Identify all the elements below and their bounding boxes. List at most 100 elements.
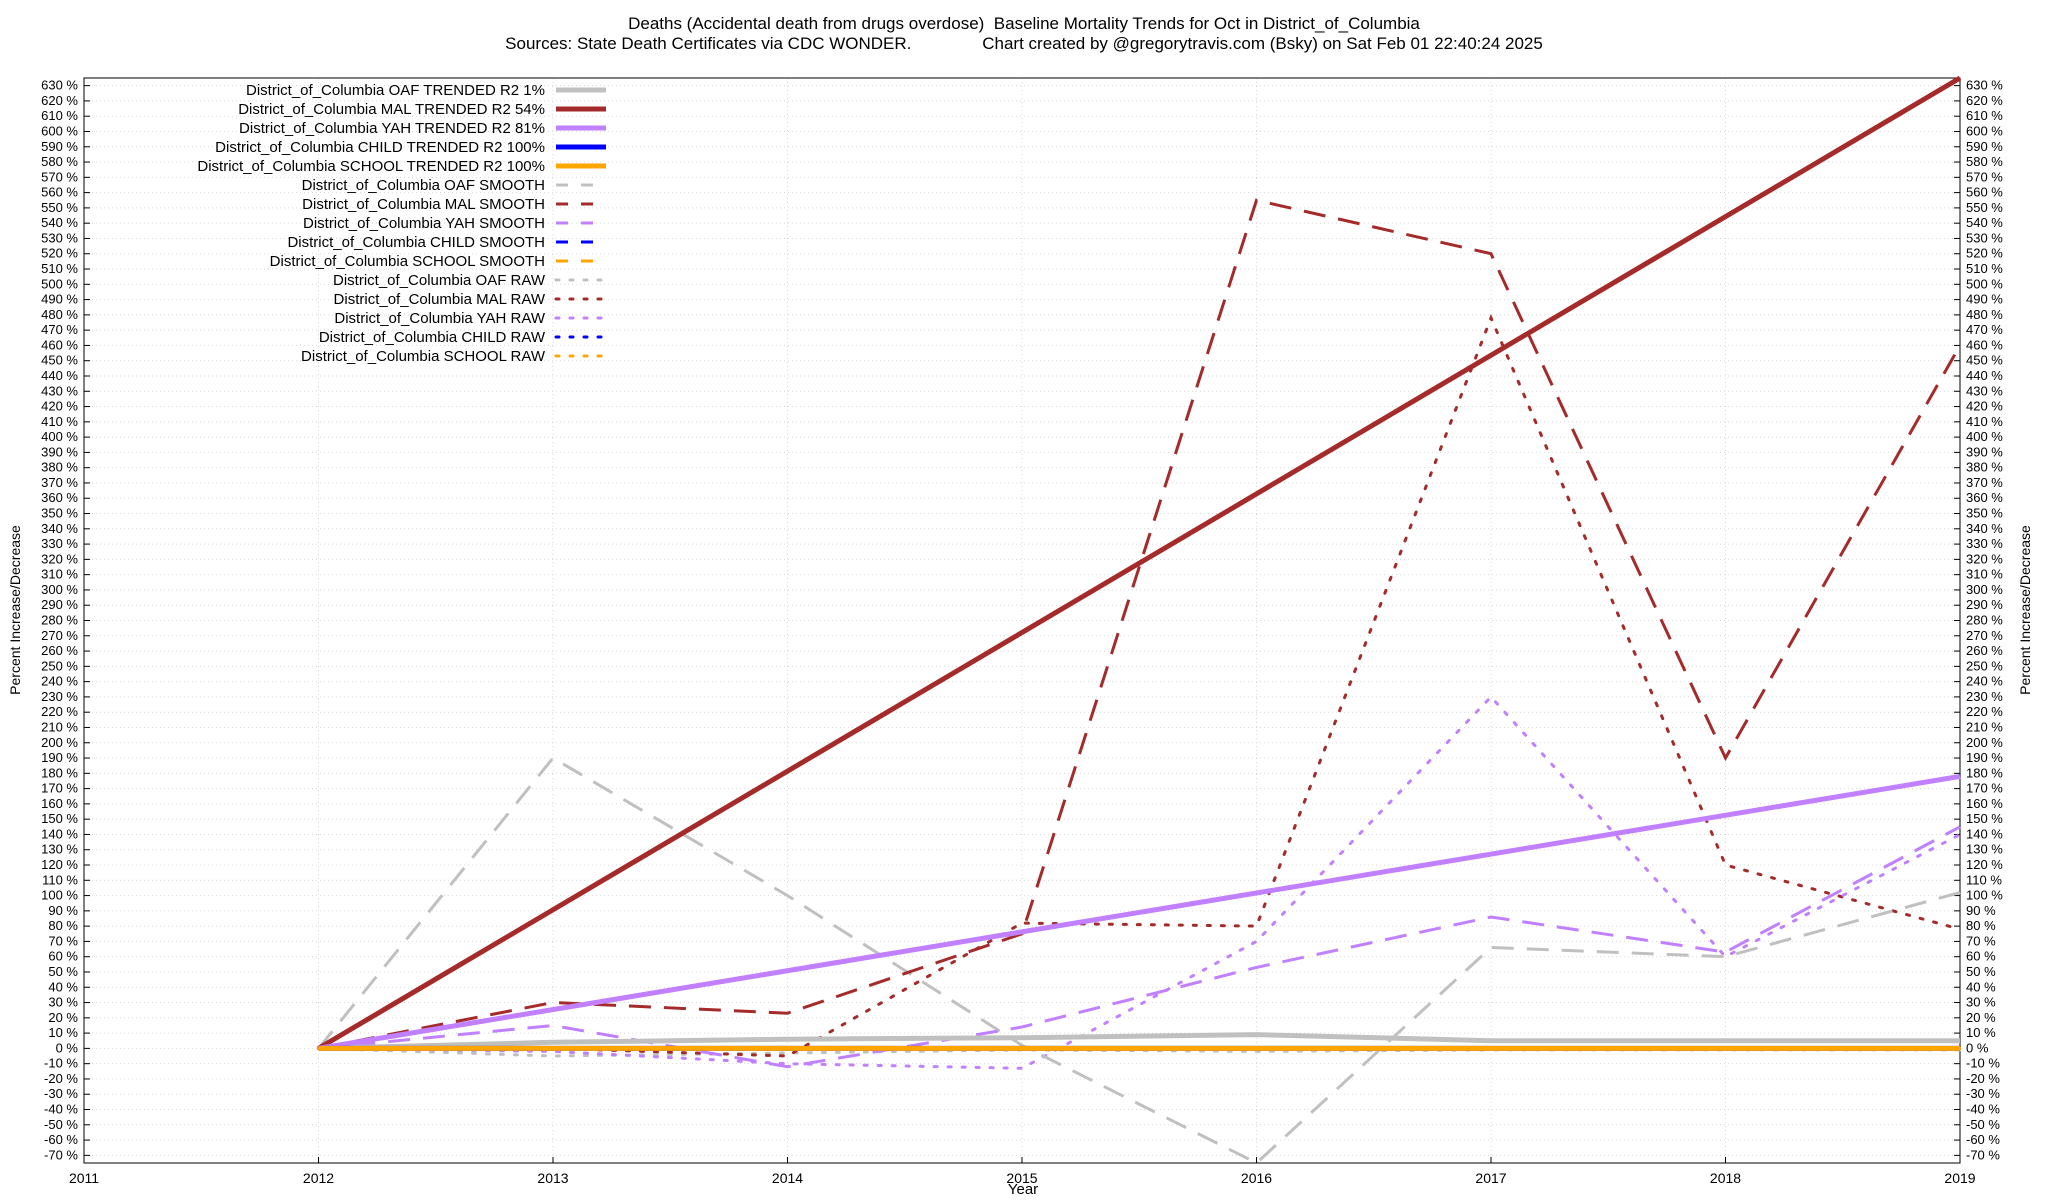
y2-tick-label: 480 %: [1966, 307, 2003, 322]
series-line-2: [318, 773, 1961, 1051]
y-tick-label: 400 %: [41, 429, 78, 444]
y-tick-label: 210 %: [41, 719, 78, 734]
y2-tick-label: 270 %: [1966, 628, 2003, 643]
series-line-7: [318, 825, 1961, 1069]
y-tick-label: 80 %: [48, 918, 78, 933]
y-tick-label: 550 %: [41, 200, 78, 215]
y2-tick-label: 130 %: [1966, 842, 2003, 857]
legend-label: District_of_Columbia MAL SMOOTH: [302, 196, 545, 213]
y2-tick-label: 280 %: [1966, 613, 2003, 628]
y-tick-label: 560 %: [41, 185, 78, 200]
y2-tick-label: 550 %: [1966, 200, 2003, 215]
y-tick-label: 180 %: [41, 765, 78, 780]
y-tick-label: 270 %: [41, 628, 78, 643]
x-tick-label: 2015: [1006, 1170, 1037, 1186]
chart-subtitle: Sources: State Death Certificates via CD…: [505, 34, 1543, 53]
axes: -70 % -70 %-60 % -60 %-50 % -50 %-40 % -40 %…: [41, 77, 2003, 1186]
y2-tick-label: 30 %: [1966, 995, 1996, 1010]
y2-tick-label: 260 %: [1966, 643, 2003, 658]
y-tick-label: -40 %: [44, 1102, 78, 1117]
x-tick-label: 2019: [1944, 1170, 1975, 1186]
y-tick-label: -10 %: [44, 1056, 78, 1071]
legend-label: District_of_Columbia CHILD TRENDED R2 10…: [215, 139, 545, 156]
y-tick-label: 410 %: [41, 414, 78, 429]
y2-tick-label: 400 %: [1966, 429, 2003, 444]
series-line-5: [317, 756, 1961, 1165]
y-tick-label: 50 %: [48, 964, 78, 979]
legend-label: District_of_Columbia SCHOOL TRENDED R2 1…: [197, 158, 545, 175]
y-tick-label: 490 %: [41, 292, 78, 307]
y2-tick-label: 600 %: [1966, 123, 2003, 138]
axis-labels: Year Percent Increase/Decrease Percent I…: [7, 525, 2033, 1198]
series-line-12: [317, 694, 1962, 1070]
y-tick-label: 540 %: [41, 215, 78, 230]
y-tick-label: 20 %: [48, 1010, 78, 1025]
series-line-11: [317, 313, 1962, 1058]
y2-tick-label: 390 %: [1966, 444, 2003, 459]
y-tick-label: 340 %: [41, 521, 78, 536]
x-tick-label: 2018: [1710, 1170, 1741, 1186]
y-tick-label: 220 %: [41, 704, 78, 719]
y-tick-label: 600 %: [41, 123, 78, 138]
y2-tick-label: 190 %: [1966, 750, 2003, 765]
y2-tick-label: 620 %: [1966, 93, 2003, 108]
y2-tick-label: 240 %: [1966, 674, 2003, 689]
y2-tick-label: -50 %: [1966, 1117, 2000, 1132]
legend-label: District_of_Columbia YAH RAW: [334, 310, 545, 327]
y2-axis-label: Percent Increase/Decrease: [2017, 525, 2033, 695]
y-tick-label: 350 %: [41, 506, 78, 521]
legend-label: District_of_Columbia SCHOOL RAW: [301, 348, 546, 365]
y2-tick-label: -70 %: [1966, 1147, 2000, 1162]
y2-tick-label: 440 %: [1966, 368, 2003, 383]
y2-tick-label: 470 %: [1966, 322, 2003, 337]
y-tick-label: 380 %: [41, 460, 78, 475]
y-tick-label: 620 %: [41, 93, 78, 108]
y-tick-label: -30 %: [44, 1086, 78, 1101]
y-tick-label: -70 %: [44, 1147, 78, 1162]
x-tick-label: 2011: [69, 1170, 99, 1186]
y2-tick-label: 90 %: [1966, 903, 1996, 918]
y2-tick-label: 310 %: [1966, 567, 2003, 582]
x-tick-label: 2012: [303, 1170, 334, 1186]
y-tick-label: 130 %: [41, 842, 78, 857]
y2-tick-label: 520 %: [1966, 246, 2003, 261]
y2-tick-label: 60 %: [1966, 949, 1996, 964]
y2-tick-label: 210 %: [1966, 719, 2003, 734]
y-tick-label: 60 %: [48, 949, 78, 964]
y-tick-label: 300 %: [41, 582, 78, 597]
y2-tick-label: 290 %: [1966, 597, 2003, 612]
y-tick-label: -60 %: [44, 1132, 78, 1147]
y2-tick-label: 570 %: [1966, 169, 2003, 184]
y-tick-label: 430 %: [41, 383, 78, 398]
y-tick-label: 70 %: [48, 933, 78, 948]
y-tick-label: 150 %: [41, 811, 78, 826]
y-tick-label: 330 %: [41, 536, 78, 551]
y-tick-label: 100 %: [41, 888, 78, 903]
y2-tick-label: 110 %: [1966, 872, 2002, 887]
series: [317, 75, 1962, 1165]
y2-tick-label: 320 %: [1966, 551, 2003, 566]
y2-tick-label: -20 %: [1966, 1071, 2000, 1086]
legend: District_of_Columbia OAF TRENDED R2 1% Di…: [197, 82, 608, 365]
y2-tick-label: 180 %: [1966, 765, 2003, 780]
y2-tick-label: 450 %: [1966, 353, 2003, 368]
legend-label: District_of_Columbia YAH SMOOTH: [303, 215, 545, 232]
y-tick-label: 250 %: [41, 658, 78, 673]
y-tick-label: 480 %: [41, 307, 78, 322]
y-tick-label: -50 %: [44, 1117, 78, 1132]
y-tick-label: 440 %: [41, 368, 78, 383]
legend-label: District_of_Columbia CHILD SMOOTH: [287, 234, 545, 251]
y2-tick-label: 460 %: [1966, 337, 2003, 352]
y2-tick-label: 410 %: [1966, 414, 2003, 429]
y-tick-label: 190 %: [41, 750, 78, 765]
y2-tick-label: 340 %: [1966, 521, 2003, 536]
legend-label: District_of_Columbia SCHOOL SMOOTH: [270, 253, 545, 270]
y2-tick-label: 80 %: [1966, 918, 1996, 933]
y2-tick-label: 20 %: [1966, 1010, 1996, 1025]
legend-label: District_of_Columbia OAF TRENDED R2 1%: [246, 82, 545, 99]
y-tick-label: 390 %: [41, 444, 78, 459]
legend-label: District_of_Columbia MAL TRENDED R2 54%: [238, 101, 545, 118]
y2-tick-label: 360 %: [1966, 490, 2003, 505]
legend-label: District_of_Columbia OAF RAW: [333, 272, 546, 289]
